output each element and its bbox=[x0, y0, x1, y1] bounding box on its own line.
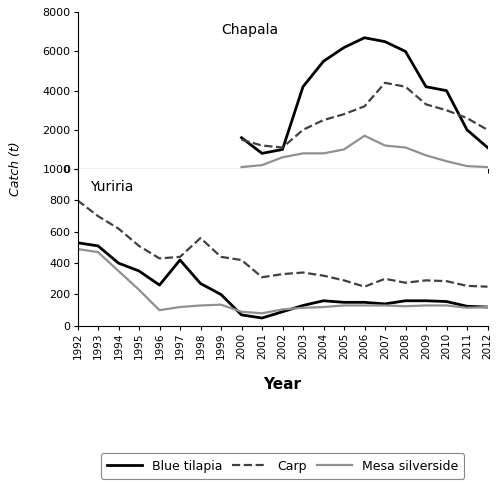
Text: Yuriria: Yuriria bbox=[90, 180, 133, 194]
Legend: Blue tilapia, Carp, Mesa silverside: Blue tilapia, Carp, Mesa silverside bbox=[100, 453, 464, 479]
Text: Year: Year bbox=[264, 377, 302, 392]
Text: Catch (t): Catch (t) bbox=[10, 142, 22, 196]
Text: Chapala: Chapala bbox=[221, 23, 278, 37]
